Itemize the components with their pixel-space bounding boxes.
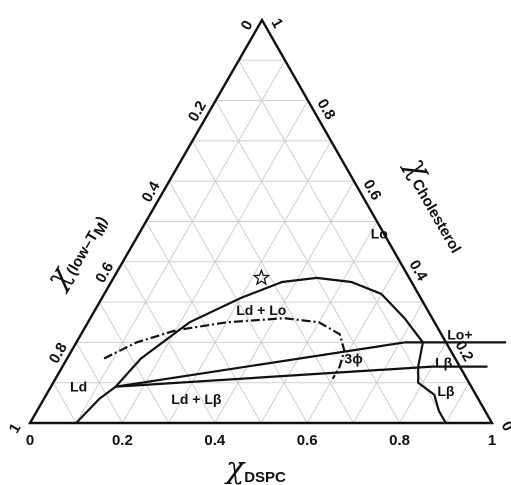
star-marker <box>252 268 271 286</box>
bottom-tick-label: 1 <box>488 432 496 449</box>
grid-line-dspc <box>168 140 332 424</box>
region-label: Lβ <box>435 355 453 371</box>
region-labels: Lo Ld + Lo Ld 3ϕ Lo+ Lβ Lβ Ld + Lβ <box>70 226 472 407</box>
left-tick-label: 0.6 <box>92 259 117 286</box>
region-label: Lβ <box>437 383 455 399</box>
bottom-tick-label: 0.8 <box>389 432 410 449</box>
bottom-tick-label: 0 <box>26 432 34 449</box>
bottom-axis-symbol: χ <box>224 451 246 485</box>
triangle-frame <box>27 17 495 425</box>
left-tick-label: 1 <box>6 421 25 437</box>
right-axis-title: χCholesterol <box>398 150 480 256</box>
grid-line-dspc <box>352 301 424 424</box>
region-label: Lo+ <box>447 326 472 342</box>
grid-line-lowtm <box>99 301 170 424</box>
grid-line-lowtm <box>122 261 216 424</box>
left-tick-label: 0.8 <box>46 340 71 367</box>
grid-line-dspc <box>445 382 470 424</box>
bottom-tick-label: 0.6 <box>297 432 318 449</box>
boundary-3-upper-edge <box>115 341 405 388</box>
left-tick-label: 0 <box>238 18 257 34</box>
region-label: 3ϕ <box>344 351 362 367</box>
grid-line-lowtm <box>191 140 354 424</box>
bottom-tick-label: 0.4 <box>204 432 226 449</box>
triangle-outline <box>27 17 495 425</box>
bottom-axis-subscript: DSPC <box>244 469 286 485</box>
grid-line-lowtm <box>168 180 308 424</box>
boundary-ld-lo-second <box>103 317 346 380</box>
grid-line-lowtm <box>215 100 401 424</box>
grid-line-lowtm <box>145 221 262 424</box>
bottom-axis-title: χDSPC <box>224 451 286 485</box>
star-marker-icon <box>252 268 271 286</box>
grid-line-lowtm <box>238 60 447 424</box>
grid-line-lowtm <box>75 342 123 424</box>
bottom-tick-label: 0.2 <box>112 432 133 449</box>
boundary-ld-foot <box>75 385 117 424</box>
boundary-ld-lo-coexistence <box>114 276 447 424</box>
region-label: Ld + Lβ <box>171 391 222 407</box>
right-tick-label: 0 <box>498 419 511 435</box>
grid-line-lowtm <box>52 382 77 424</box>
right-tick-label: 1 <box>268 16 287 32</box>
phase-boundaries <box>75 276 507 424</box>
grid-line-dspc <box>75 60 286 424</box>
left-tick-label: 0.4 <box>139 178 164 205</box>
region-label: Ld + Lo <box>236 302 286 318</box>
boundary-3-lower-edge <box>115 365 433 388</box>
region-label: Lo <box>371 226 388 242</box>
left-tick-label: 0.2 <box>185 98 210 125</box>
right-axis-subscript: Cholesterol <box>408 176 464 256</box>
region-label: Ld <box>70 379 87 395</box>
